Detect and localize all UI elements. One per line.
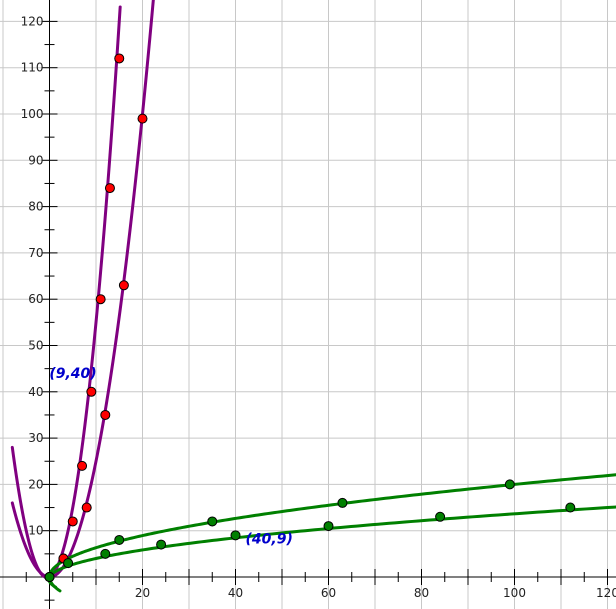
- y-tick-label: 110: [21, 61, 44, 75]
- y-tick-label: 100: [21, 107, 44, 121]
- point-annotation: (9,40): [49, 366, 96, 382]
- red-data-point: [118, 280, 129, 291]
- green-curve-steep: [47, 505, 616, 589]
- x-tick-label: 40: [228, 586, 243, 600]
- curves: [10, 0, 616, 593]
- green-data-point: [100, 548, 111, 559]
- purple-curve-wide: [10, 0, 155, 579]
- y-tick-label: 50: [28, 339, 43, 353]
- y-tick-label: 70: [28, 246, 43, 260]
- red-data-point: [67, 516, 78, 527]
- green-data-point: [207, 516, 218, 527]
- green-data-point: [63, 558, 74, 569]
- x-tick-label: 100: [503, 586, 526, 600]
- y-tick-label: 60: [28, 292, 43, 306]
- green-data-point: [114, 534, 125, 545]
- y-tick-label: 20: [28, 477, 43, 491]
- y-tick-label: 120: [21, 14, 44, 28]
- labels: 20 40 60 80 100 120 10 20 30 40 50 60 70 80 90 100 110 12…: [21, 14, 616, 600]
- y-tick-label: 40: [28, 385, 43, 399]
- y-tick-label: 80: [28, 200, 43, 214]
- red-data-point: [77, 460, 88, 471]
- green-data-point: [435, 511, 446, 522]
- x-tick-label: 20: [135, 586, 150, 600]
- x-tick-label: 120: [596, 586, 616, 600]
- green-data-point: [44, 572, 55, 582]
- purple-curve-steep: [10, 5, 122, 580]
- red-data-point: [81, 502, 92, 513]
- y-tick-label: 90: [28, 153, 43, 167]
- red-data-point: [104, 183, 115, 194]
- red-data-point: [86, 386, 97, 397]
- green-data-point: [156, 539, 167, 550]
- red-data-point: [114, 53, 125, 64]
- point-annotation: (40,9): [246, 531, 293, 547]
- red-data-point: [95, 294, 106, 305]
- y-tick-label: 10: [28, 524, 43, 538]
- x-tick-label: 80: [414, 586, 429, 600]
- red-data-point: [137, 113, 148, 124]
- green-data-point: [565, 502, 576, 513]
- green-data-point: [504, 479, 515, 490]
- data-points: [44, 53, 576, 582]
- green-data-point: [230, 530, 241, 541]
- y-tick-label: 30: [28, 431, 43, 445]
- x-tick-label: 60: [321, 586, 336, 600]
- green-data-point: [337, 497, 348, 508]
- red-data-point: [100, 409, 111, 420]
- green-curve-wide: [47, 473, 616, 593]
- green-data-point: [323, 521, 334, 532]
